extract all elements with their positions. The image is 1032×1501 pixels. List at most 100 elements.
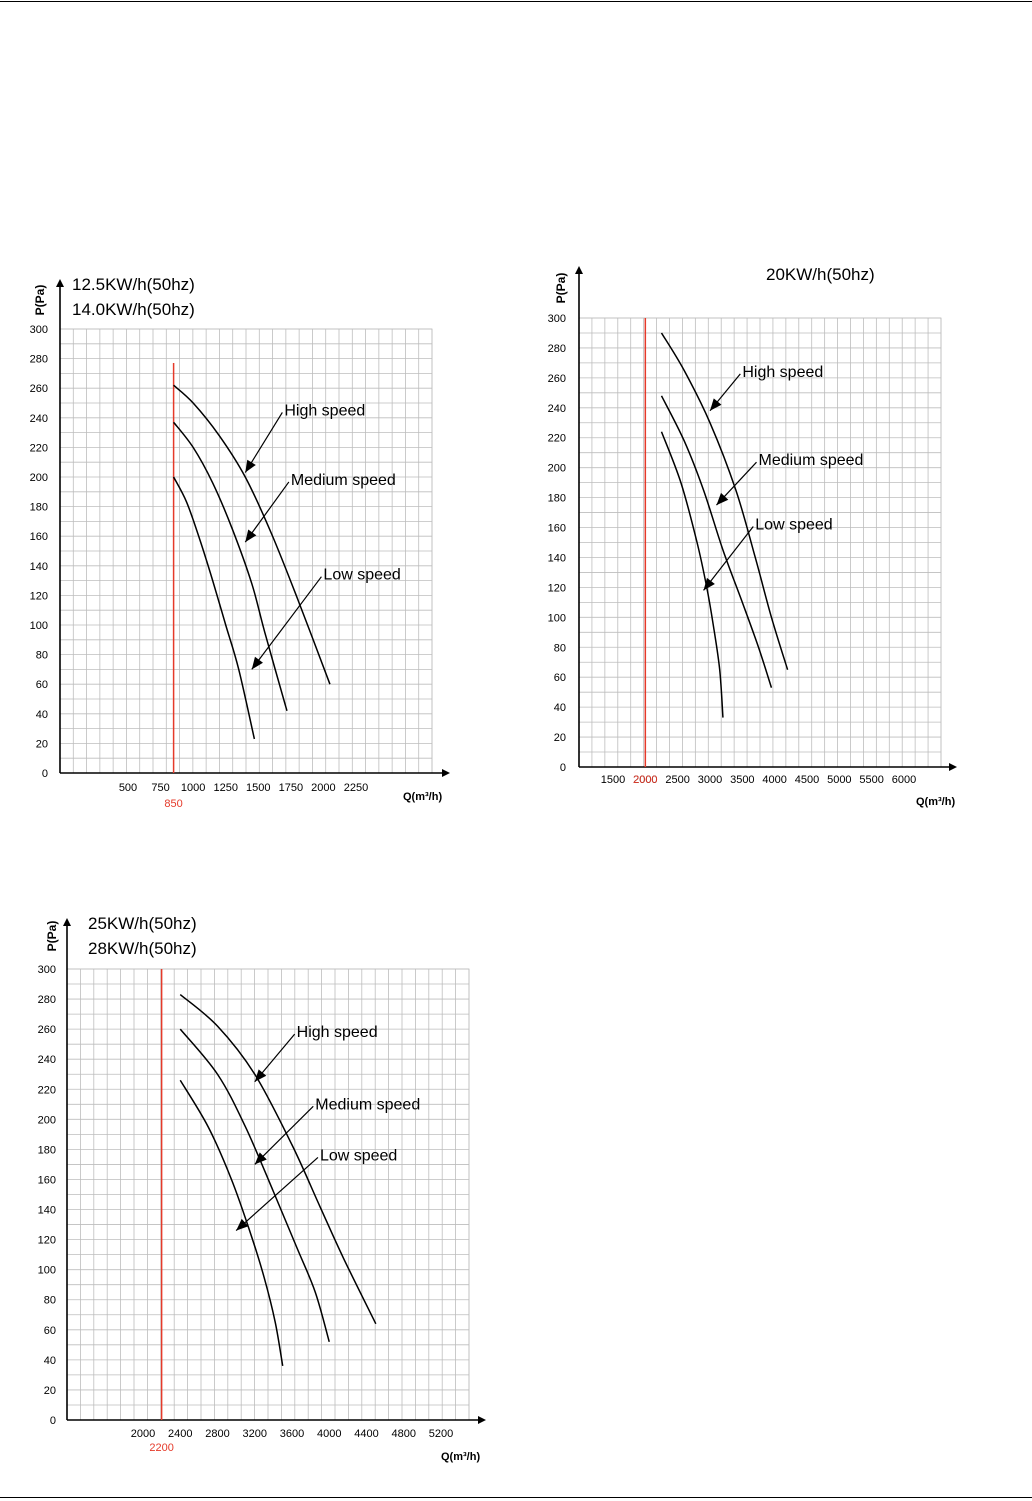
y-tick-label: 280 [30, 354, 48, 366]
medium-speed-callout-line [254, 1105, 314, 1165]
y-tick-label: 200 [38, 1114, 56, 1126]
y-tick-label: 220 [548, 433, 566, 445]
high-speed-arrow-icon [254, 1069, 267, 1082]
x-tick-label: 2000 [633, 774, 657, 786]
x-tick-label: 500 [119, 782, 137, 794]
x-axis-arrow-icon [478, 1416, 486, 1424]
medium-speed-arrow-icon [245, 529, 257, 543]
y-tick-label: 40 [44, 1355, 56, 1367]
x-axis-arrow-icon [949, 763, 957, 771]
x-tick-label: 1000 [181, 782, 205, 794]
bottom-rule [0, 1497, 1032, 1498]
x-tick-label: 5000 [827, 774, 851, 786]
x-tick-label: 3500 [730, 774, 754, 786]
y-tick-label: 20 [36, 738, 48, 750]
x-tick-label: 4400 [354, 1428, 378, 1440]
x-tick-label: 5200 [429, 1428, 453, 1440]
x-tick-label: 4500 [795, 774, 819, 786]
y-tick-label: 60 [44, 1325, 56, 1337]
y-tick-label: 220 [38, 1084, 56, 1096]
x-tick-label: 3600 [280, 1428, 304, 1440]
y-tick-label: 40 [36, 709, 48, 721]
high-speed-label: High speed [742, 364, 823, 381]
y-tick-label: 200 [30, 472, 48, 484]
y-axis-arrow-icon [575, 266, 583, 274]
x-tick-label: 4000 [762, 774, 786, 786]
x-tick-label: 750 [151, 782, 169, 794]
low-speed-label: Low speed [323, 567, 400, 584]
y-tick-label: 100 [38, 1265, 56, 1277]
medium-speed-curve [660, 395, 773, 688]
x-tick-label: 1750 [279, 782, 303, 794]
x-tick-label: 2400 [168, 1428, 192, 1440]
low-speed-label: Low speed [755, 517, 832, 534]
y-tick-label: 300 [548, 313, 566, 325]
medium-speed-arrow-icon [254, 1152, 267, 1165]
chart-title-line: 28KW/h(50hz) [88, 939, 197, 958]
y-tick-label: 260 [30, 383, 48, 395]
y-tick-label: 80 [554, 642, 566, 654]
medium-speed-curve [179, 1028, 330, 1343]
x-axis-label: Q(m³/h) [403, 791, 442, 803]
reference-label: 2200 [149, 1442, 173, 1454]
chart-title-line: 14.0KW/h(50hz) [72, 300, 195, 319]
low-speed-arrow-icon [703, 577, 715, 591]
chart-title-line: 12.5KW/h(50hz) [72, 275, 195, 294]
low-speed-curve [179, 1079, 284, 1367]
x-tick-label: 2500 [665, 774, 689, 786]
y-tick-label: 0 [50, 1415, 56, 1427]
y-tick-label: 180 [30, 502, 48, 514]
y-tick-label: 140 [38, 1205, 56, 1217]
top-rule [0, 1, 1032, 2]
low-speed-curve [172, 476, 256, 740]
x-tick-label: 1500 [246, 782, 270, 794]
medium-speed-curve [173, 421, 288, 712]
y-axis-label: P(Pa) [554, 273, 568, 304]
x-tick-label: 2000 [131, 1428, 155, 1440]
x-tick-label: 1500 [601, 774, 625, 786]
x-axis-label: Q(m³/h) [441, 1451, 480, 1463]
y-tick-label: 120 [30, 590, 48, 602]
y-tick-label: 60 [554, 672, 566, 684]
medium-speed-label: Medium speed [291, 472, 396, 489]
y-tick-label: 300 [30, 324, 48, 336]
x-axis-arrow-icon [442, 769, 450, 777]
x-tick-label: 4000 [317, 1428, 341, 1440]
high-speed-curve [660, 332, 789, 670]
x-tick-label: 3200 [243, 1428, 267, 1440]
y-tick-label: 260 [548, 373, 566, 385]
y-tick-label: 40 [554, 702, 566, 714]
medium-speed-label: Medium speed [315, 1096, 420, 1113]
high-speed-arrow-icon [710, 398, 722, 411]
y-tick-label: 160 [38, 1174, 56, 1186]
high-speed-arrow-icon [245, 459, 256, 473]
y-tick-label: 240 [30, 413, 48, 425]
y-tick-label: 180 [38, 1144, 56, 1156]
y-tick-label: 240 [38, 1054, 56, 1066]
chart-title-line: 20KW/h(50hz) [766, 265, 875, 284]
y-tick-label: 20 [554, 732, 566, 744]
reference-label: 2000 [633, 774, 657, 786]
low-speed-callout-line [703, 526, 754, 591]
x-tick-label: 6000 [892, 774, 916, 786]
high-speed-curve [173, 384, 331, 685]
low-speed-arrow-icon [251, 656, 263, 670]
y-tick-label: 60 [36, 679, 48, 691]
x-tick-label: 3000 [698, 774, 722, 786]
y-axis-arrow-icon [63, 918, 71, 926]
y-tick-label: 140 [30, 561, 48, 573]
y-tick-label: 180 [548, 493, 566, 505]
y-tick-label: 280 [548, 343, 566, 355]
x-tick-label: 4800 [392, 1428, 416, 1440]
y-tick-label: 280 [38, 994, 56, 1006]
medium-speed-arrow-icon [716, 492, 729, 506]
x-tick-label: 2250 [344, 782, 368, 794]
y-axis-label: P(Pa) [45, 921, 59, 952]
y-tick-label: 200 [548, 463, 566, 475]
low-speed-arrow-icon [236, 1218, 249, 1231]
y-axis-arrow-icon [56, 279, 64, 287]
y-tick-label: 100 [548, 612, 566, 624]
